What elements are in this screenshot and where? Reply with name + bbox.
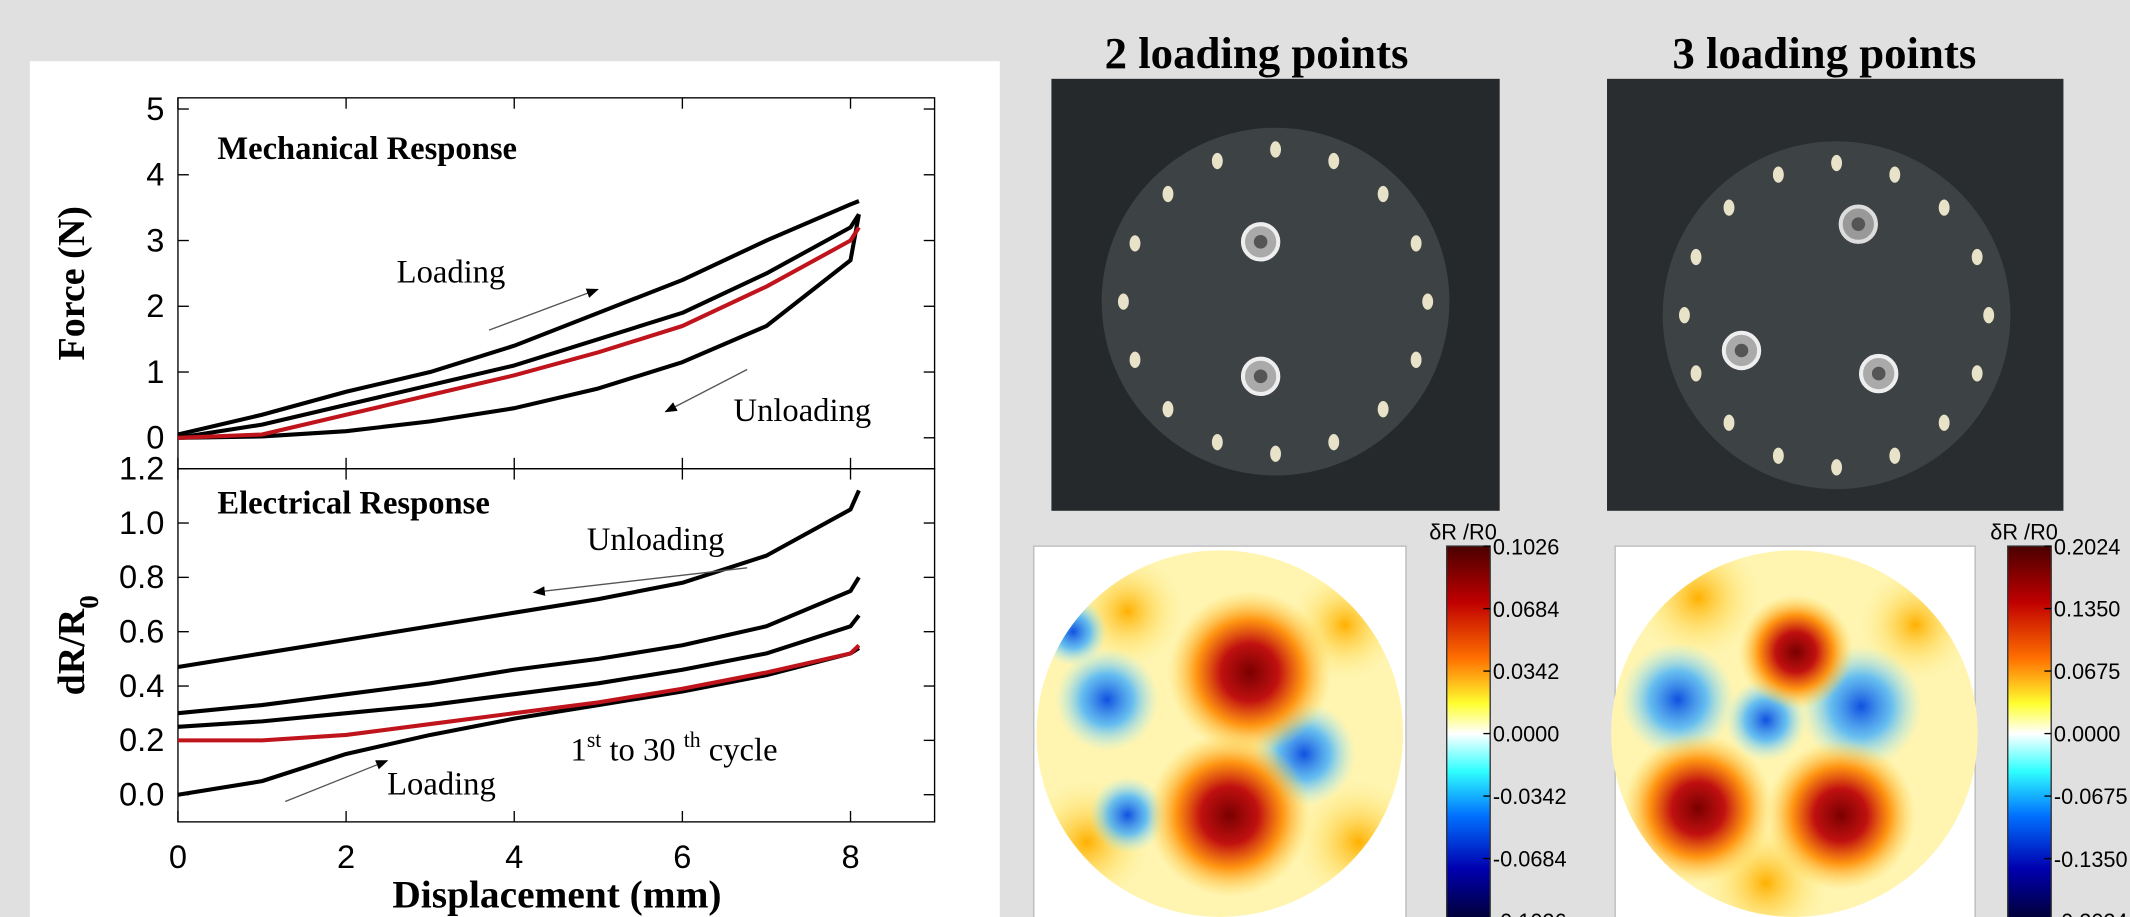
panel-subtitle: Electrical Response xyxy=(217,486,489,522)
annotation-part: to 30 xyxy=(601,733,683,769)
colorbar-tick-label: -0.0684 xyxy=(1493,847,1567,872)
electrode xyxy=(1724,415,1735,431)
electrode xyxy=(1831,155,1842,171)
annotation: Loading xyxy=(397,255,506,291)
electrode xyxy=(1130,352,1141,368)
x-axis-label: Displacement (mm) xyxy=(392,872,721,916)
photo xyxy=(1051,79,1499,511)
y-axis-label: Force (N) xyxy=(51,206,93,360)
y-tick-label: 1 xyxy=(146,353,164,390)
colorbar-tick-label: -0.2024 xyxy=(2054,909,2128,917)
panel-title: 3 loading points xyxy=(1672,28,1976,78)
x-tick-label: 0 xyxy=(169,838,187,875)
x-tick-label: 2 xyxy=(337,838,355,875)
x-tick-label: 8 xyxy=(841,838,859,875)
annotation-part: cycle xyxy=(701,733,778,769)
electrode xyxy=(1972,249,1983,265)
x-tick-label: 4 xyxy=(505,838,523,875)
colorbar-tick-label: 0.0000 xyxy=(1493,722,1559,747)
annotation: Loading xyxy=(387,767,496,803)
colorbar xyxy=(1447,546,1490,917)
y-tick-label: 0.0 xyxy=(119,776,164,813)
colorbar-tick-label: 0.0000 xyxy=(2054,722,2120,747)
electrode xyxy=(1378,401,1389,417)
electrode xyxy=(1691,365,1702,381)
electrode xyxy=(1773,448,1784,464)
eit-image xyxy=(1611,537,1978,917)
electrode xyxy=(1270,141,1281,157)
electrode xyxy=(1328,153,1339,169)
electrode xyxy=(1889,166,1900,182)
y-tick-label: 0.2 xyxy=(119,721,164,758)
electrode xyxy=(1212,153,1223,169)
colorbar-tick-label: 0.0675 xyxy=(2054,659,2120,684)
panel-subtitle: Mechanical Response xyxy=(217,131,517,167)
colorbar-tick-label: 0.2024 xyxy=(2054,534,2120,559)
colorbar-title: δR /R0 xyxy=(1990,519,2058,544)
page: 0 1 2 3 4 5 Mechanical Response Loading Unloadin… xyxy=(0,0,2130,917)
eit-image xyxy=(1026,546,1420,917)
annotation: 1st to 30 th cycle xyxy=(571,728,778,769)
colorbar-tick-label: 0.1026 xyxy=(1493,534,1559,559)
annotation-part: 1 xyxy=(571,733,587,769)
electrode xyxy=(1691,249,1702,265)
electrode xyxy=(1724,199,1735,215)
colorbar-tick-label: 0.1350 xyxy=(2054,597,2120,622)
electrode xyxy=(1939,415,1950,431)
colorbar-tick-label: -0.0342 xyxy=(1493,784,1567,809)
electrode xyxy=(1378,186,1389,202)
electrode xyxy=(1411,352,1422,368)
electrode xyxy=(1328,434,1339,450)
electrode xyxy=(1411,235,1422,251)
y-axis-label-part: dR/R xyxy=(51,608,93,695)
colorbar-tick-label: 0.0684 xyxy=(1493,597,1559,622)
electrode xyxy=(1773,166,1784,182)
annotation: Unloading xyxy=(587,522,725,558)
colorbar-tick-label: -0.1026 xyxy=(1493,909,1567,917)
annotation: Unloading xyxy=(734,393,872,429)
annotation-part: th xyxy=(684,728,701,752)
colorbar-tick-label: 0.0342 xyxy=(1493,659,1559,684)
annotation-part: st xyxy=(587,728,602,752)
colorbar-tick-label: -0.1350 xyxy=(2054,847,2128,872)
y-tick-label: 4 xyxy=(146,156,164,193)
y-tick-label: 2 xyxy=(146,287,164,324)
colorbar xyxy=(2008,546,2051,917)
y-tick-label: 0.6 xyxy=(119,613,164,650)
left-panel xyxy=(30,61,1000,917)
y-tick-label: 1.2 xyxy=(119,450,164,487)
electrode xyxy=(1270,446,1281,462)
y-tick-label: 5 xyxy=(146,90,164,127)
electrode xyxy=(1163,186,1174,202)
electrode xyxy=(1130,235,1141,251)
x-tick-label: 6 xyxy=(673,838,691,875)
electrode xyxy=(1889,448,1900,464)
photo xyxy=(1607,79,2063,511)
panel-title: 2 loading points xyxy=(1105,28,1409,78)
electrode xyxy=(1163,401,1174,417)
electrode xyxy=(1679,307,1690,323)
electrode xyxy=(1983,307,1994,323)
y-tick-label: 0.4 xyxy=(119,667,164,704)
y-tick-label: 3 xyxy=(146,221,164,258)
electrode xyxy=(1212,434,1223,450)
electrode xyxy=(1972,365,1983,381)
colorbar-title: δR /R0 xyxy=(1429,519,1497,544)
figure: 0 1 2 3 4 5 Mechanical Response Loading Unloadin… xyxy=(0,0,2130,917)
electrode xyxy=(1939,199,1950,215)
electrode xyxy=(1831,459,1842,475)
electrode xyxy=(1118,293,1129,309)
y-tick-label: 1.0 xyxy=(119,504,164,541)
electrode xyxy=(1422,293,1433,309)
y-axis-label-sub: 0 xyxy=(74,595,104,609)
y-tick-label: 0.8 xyxy=(119,558,164,595)
colorbar-tick-label: -0.0675 xyxy=(2054,784,2128,809)
